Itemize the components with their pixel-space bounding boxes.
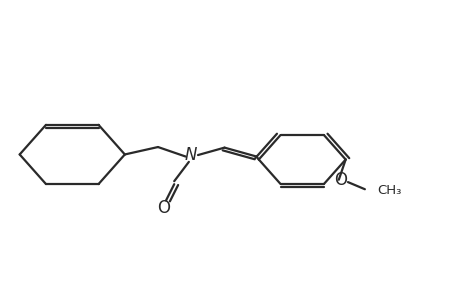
Text: N: N <box>185 146 197 164</box>
Text: O: O <box>334 171 347 189</box>
Text: O: O <box>157 199 170 217</box>
Text: CH₃: CH₃ <box>376 184 401 196</box>
